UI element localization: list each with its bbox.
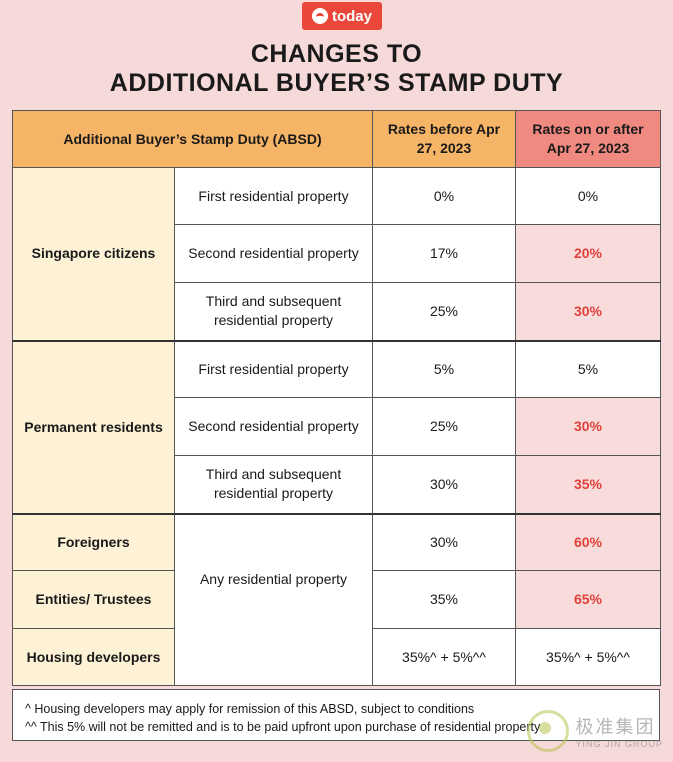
table-row: Third and subsequent residential propert… — [13, 282, 661, 341]
header-rates-before: Rates before Apr 27, 2023 — [372, 110, 516, 168]
today-logo-icon — [311, 8, 328, 24]
absd-table-container: Additional Buyer’s Stamp Duty (ABSD) Rat… — [12, 110, 661, 686]
group-permanent-residents: Permanent residents — [12, 339, 175, 514]
rate-before: 30% — [372, 512, 516, 571]
property-type: First residential property — [174, 339, 373, 398]
property-type: Second residential property — [174, 224, 373, 283]
property-type: Third and subsequent residential propert… — [174, 282, 373, 341]
brand-name: today — [331, 7, 372, 25]
rate-after: 0% — [515, 167, 661, 225]
group-housing-developers: Housing developers — [12, 628, 175, 686]
table-row: Entities/ Trustees 35% 65% — [12, 570, 661, 629]
today-logo: today — [302, 2, 382, 30]
rate-after: 5% — [515, 339, 661, 398]
rate-after: 30% — [515, 282, 661, 341]
table-row: Permanent residents First residential pr… — [12, 339, 661, 514]
absd-table: Additional Buyer’s Stamp Duty (ABSD) Rat… — [12, 110, 661, 686]
page-title: CHANGES TO ADDITIONAL BUYER’S STAMP DUTY — [0, 40, 673, 98]
header-absd: Additional Buyer’s Stamp Duty (ABSD) — [12, 110, 373, 168]
property-type: Third and subsequent residential propert… — [174, 455, 373, 514]
table-row: Singapore citizens First residential pro… — [12, 167, 661, 341]
table-row: Foreigners Any residential property 30% … — [12, 512, 661, 686]
rate-before: 35% — [372, 570, 516, 629]
rate-before: 35%^ + 5%^^ — [372, 628, 516, 686]
rate-after: 30% — [515, 397, 661, 456]
property-type: Second residential property — [174, 397, 373, 456]
table-row: Second residential property 25% 30% — [13, 397, 661, 456]
rate-before: 0% — [372, 167, 516, 225]
property-type: First residential property — [174, 167, 373, 225]
title-line-1: CHANGES TO — [250, 40, 423, 68]
rate-before: 25% — [372, 282, 516, 341]
watermark-logo-icon — [527, 710, 570, 752]
footnote-2: ^^ This 5% will not be remitted and is t… — [25, 720, 541, 734]
header-rates-after: Rates on or after Apr 27, 2023 — [515, 110, 661, 168]
table-row: Housing developers 35%^ + 5%^^ 35%^ + 5%… — [12, 628, 661, 686]
property-type-any: Any residential property — [174, 512, 373, 686]
rate-before: 30% — [372, 455, 516, 514]
title-line-2: ADDITIONAL BUYER’S STAMP DUTY — [109, 69, 564, 97]
watermark: 极准集团 YING JIN GROUP — [527, 710, 663, 752]
rate-after: 20% — [515, 224, 661, 283]
rate-after: 60% — [515, 512, 661, 571]
group-singapore-citizens: Singapore citizens — [12, 167, 175, 341]
group-entities-trustees: Entities/ Trustees — [12, 570, 175, 629]
watermark-en: YING JIN GROUP — [575, 739, 663, 749]
table-row: Third and subsequent residential propert… — [13, 455, 661, 514]
watermark-cn: 极准集团 — [575, 717, 656, 738]
rate-before: 5% — [372, 339, 516, 398]
rate-after: 35%^ + 5%^^ — [515, 628, 661, 686]
group-foreigners: Foreigners — [12, 512, 175, 571]
rate-before: 17% — [372, 224, 516, 283]
table-header-row: Additional Buyer’s Stamp Duty (ABSD) Rat… — [12, 110, 661, 168]
rate-after: 35% — [515, 455, 661, 514]
footnote-1: ^ Housing developers may apply for remis… — [25, 702, 475, 716]
table-row: Second residential property 17% 20% — [13, 224, 661, 283]
rate-after: 65% — [515, 570, 661, 629]
rate-before: 25% — [372, 397, 516, 456]
